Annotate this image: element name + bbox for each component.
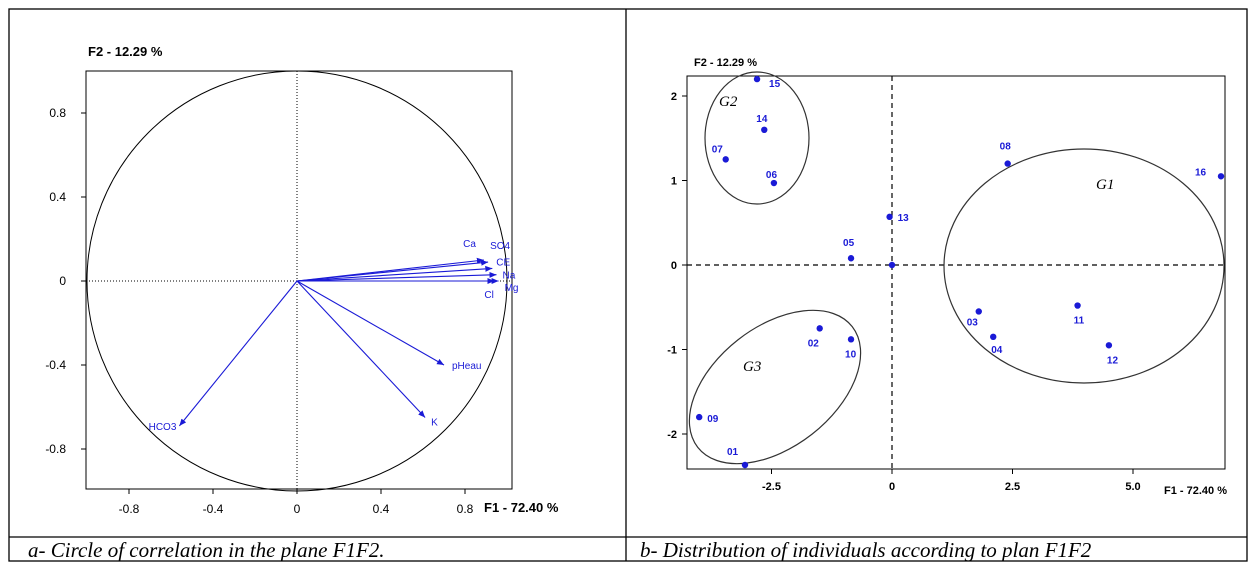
individual-point-09 [696, 413, 703, 421]
group-ellipse-g3 [688, 309, 862, 465]
table-border [8, 8, 1248, 562]
x-tick-label: 0.4 [373, 502, 390, 516]
x-tick-label: 0 [294, 502, 301, 516]
vector-so4 [296, 259, 489, 282]
x-axis-title: F1 - 72.40 % [484, 500, 559, 515]
group-ellipse-g1 [943, 148, 1225, 384]
vector-pheau [296, 280, 445, 366]
vector-label-hco3: HCO3 [149, 422, 177, 433]
x-axis-title: F1 - 72.40 % [1164, 485, 1227, 497]
vector-k [296, 280, 426, 418]
y-tick-label: 2 [671, 91, 677, 103]
y-tick-label: -0.4 [45, 358, 66, 372]
y-tick-label: -2 [667, 429, 677, 441]
individual-label-11: 11 [1074, 316, 1085, 327]
individual-point-07 [722, 156, 729, 163]
vector-na [296, 271, 497, 282]
caption-b: b- Distribution of individuals according… [640, 538, 1092, 562]
individual-point-10 [847, 336, 855, 343]
x-tick-label: -0.8 [119, 502, 140, 516]
vector-label-so4: SO4 [490, 241, 510, 252]
individual-label-06: 06 [766, 170, 778, 181]
individual-label-02: 02 [808, 338, 820, 349]
individual-point-02 [816, 325, 823, 332]
y-tick-label: 0 [671, 260, 677, 272]
individual-label-13: 13 [898, 213, 910, 224]
vector-label-na: Na [503, 271, 516, 282]
individual-label-10: 10 [845, 349, 857, 360]
caption-a: a- Circle of correlation in the plane F1… [28, 538, 385, 562]
x-tick-label: -0.4 [203, 502, 224, 516]
individual-label-05: 05 [843, 238, 855, 249]
individual-label-15: 15 [769, 79, 781, 90]
y-tick-label: -0.8 [45, 442, 66, 456]
vector-ce [296, 265, 493, 282]
individual-point-15 [753, 75, 761, 83]
individual-point-16 [1217, 173, 1225, 180]
y-tick-label: 1 [671, 176, 677, 188]
individual-point-05 [847, 255, 855, 262]
individual-label-12: 12 [1107, 355, 1119, 366]
individual-label-04: 04 [991, 345, 1003, 356]
vector-label-pheau: pHeau [452, 361, 481, 372]
individual-point-04 [990, 333, 997, 341]
individual-point-14 [761, 126, 768, 133]
vector-label-mg: Mg [505, 283, 519, 294]
group-ellipse-g2 [704, 71, 810, 205]
x-tick-label: 5.0 [1125, 481, 1140, 493]
x-tick-label: 0.8 [457, 502, 474, 516]
individual-label-01: 01 [727, 447, 739, 458]
vector-label-cl: Cl [484, 290, 493, 301]
group-label-g3: G3 [743, 359, 761, 375]
y-axis-title: F2 - 12.29 % [88, 44, 163, 59]
individual-point-12 [1105, 342, 1113, 349]
vector-label-ce: CE [496, 257, 510, 268]
y-tick-label: -1 [667, 345, 677, 357]
individual-point-01 [741, 461, 749, 469]
individual-label-08: 08 [1000, 142, 1012, 153]
vector-label-k: K [431, 418, 438, 429]
individual-label-07: 07 [712, 144, 724, 155]
group-label-g2: G2 [719, 94, 738, 110]
individual-point-06 [770, 179, 778, 187]
x-tick-label: 0 [889, 481, 895, 493]
y-axis-title: F2 - 12.29 % [694, 57, 757, 69]
individual-label-03: 03 [967, 317, 979, 328]
individual-label-09: 09 [707, 414, 719, 425]
vector-label-ca: Ca [463, 239, 476, 250]
individual-point-11 [1074, 302, 1081, 309]
plot-area-border [686, 75, 1226, 470]
y-tick-label: 0.8 [49, 106, 66, 120]
x-tick-label: -2.5 [762, 481, 781, 493]
y-tick-label: 0.4 [49, 190, 66, 204]
individual-point-origin [888, 261, 896, 269]
individual-point-08 [1004, 160, 1011, 167]
group-label-g1: G1 [1096, 177, 1114, 193]
vector-hco3 [178, 280, 298, 427]
x-tick-label: 2.5 [1005, 481, 1020, 493]
correlation-circle-chart: -0.8 -0.4 0 0.4 0.8 0.8 0.4 0 -0.4 -0.8 Ca SO4 CE Na… [45, 44, 559, 516]
y-tick-label: 0 [59, 274, 66, 288]
individual-point-03 [975, 308, 982, 315]
individual-label-14: 14 [756, 114, 768, 125]
individual-label-16: 16 [1195, 167, 1207, 178]
individual-point-13 [886, 213, 893, 221]
